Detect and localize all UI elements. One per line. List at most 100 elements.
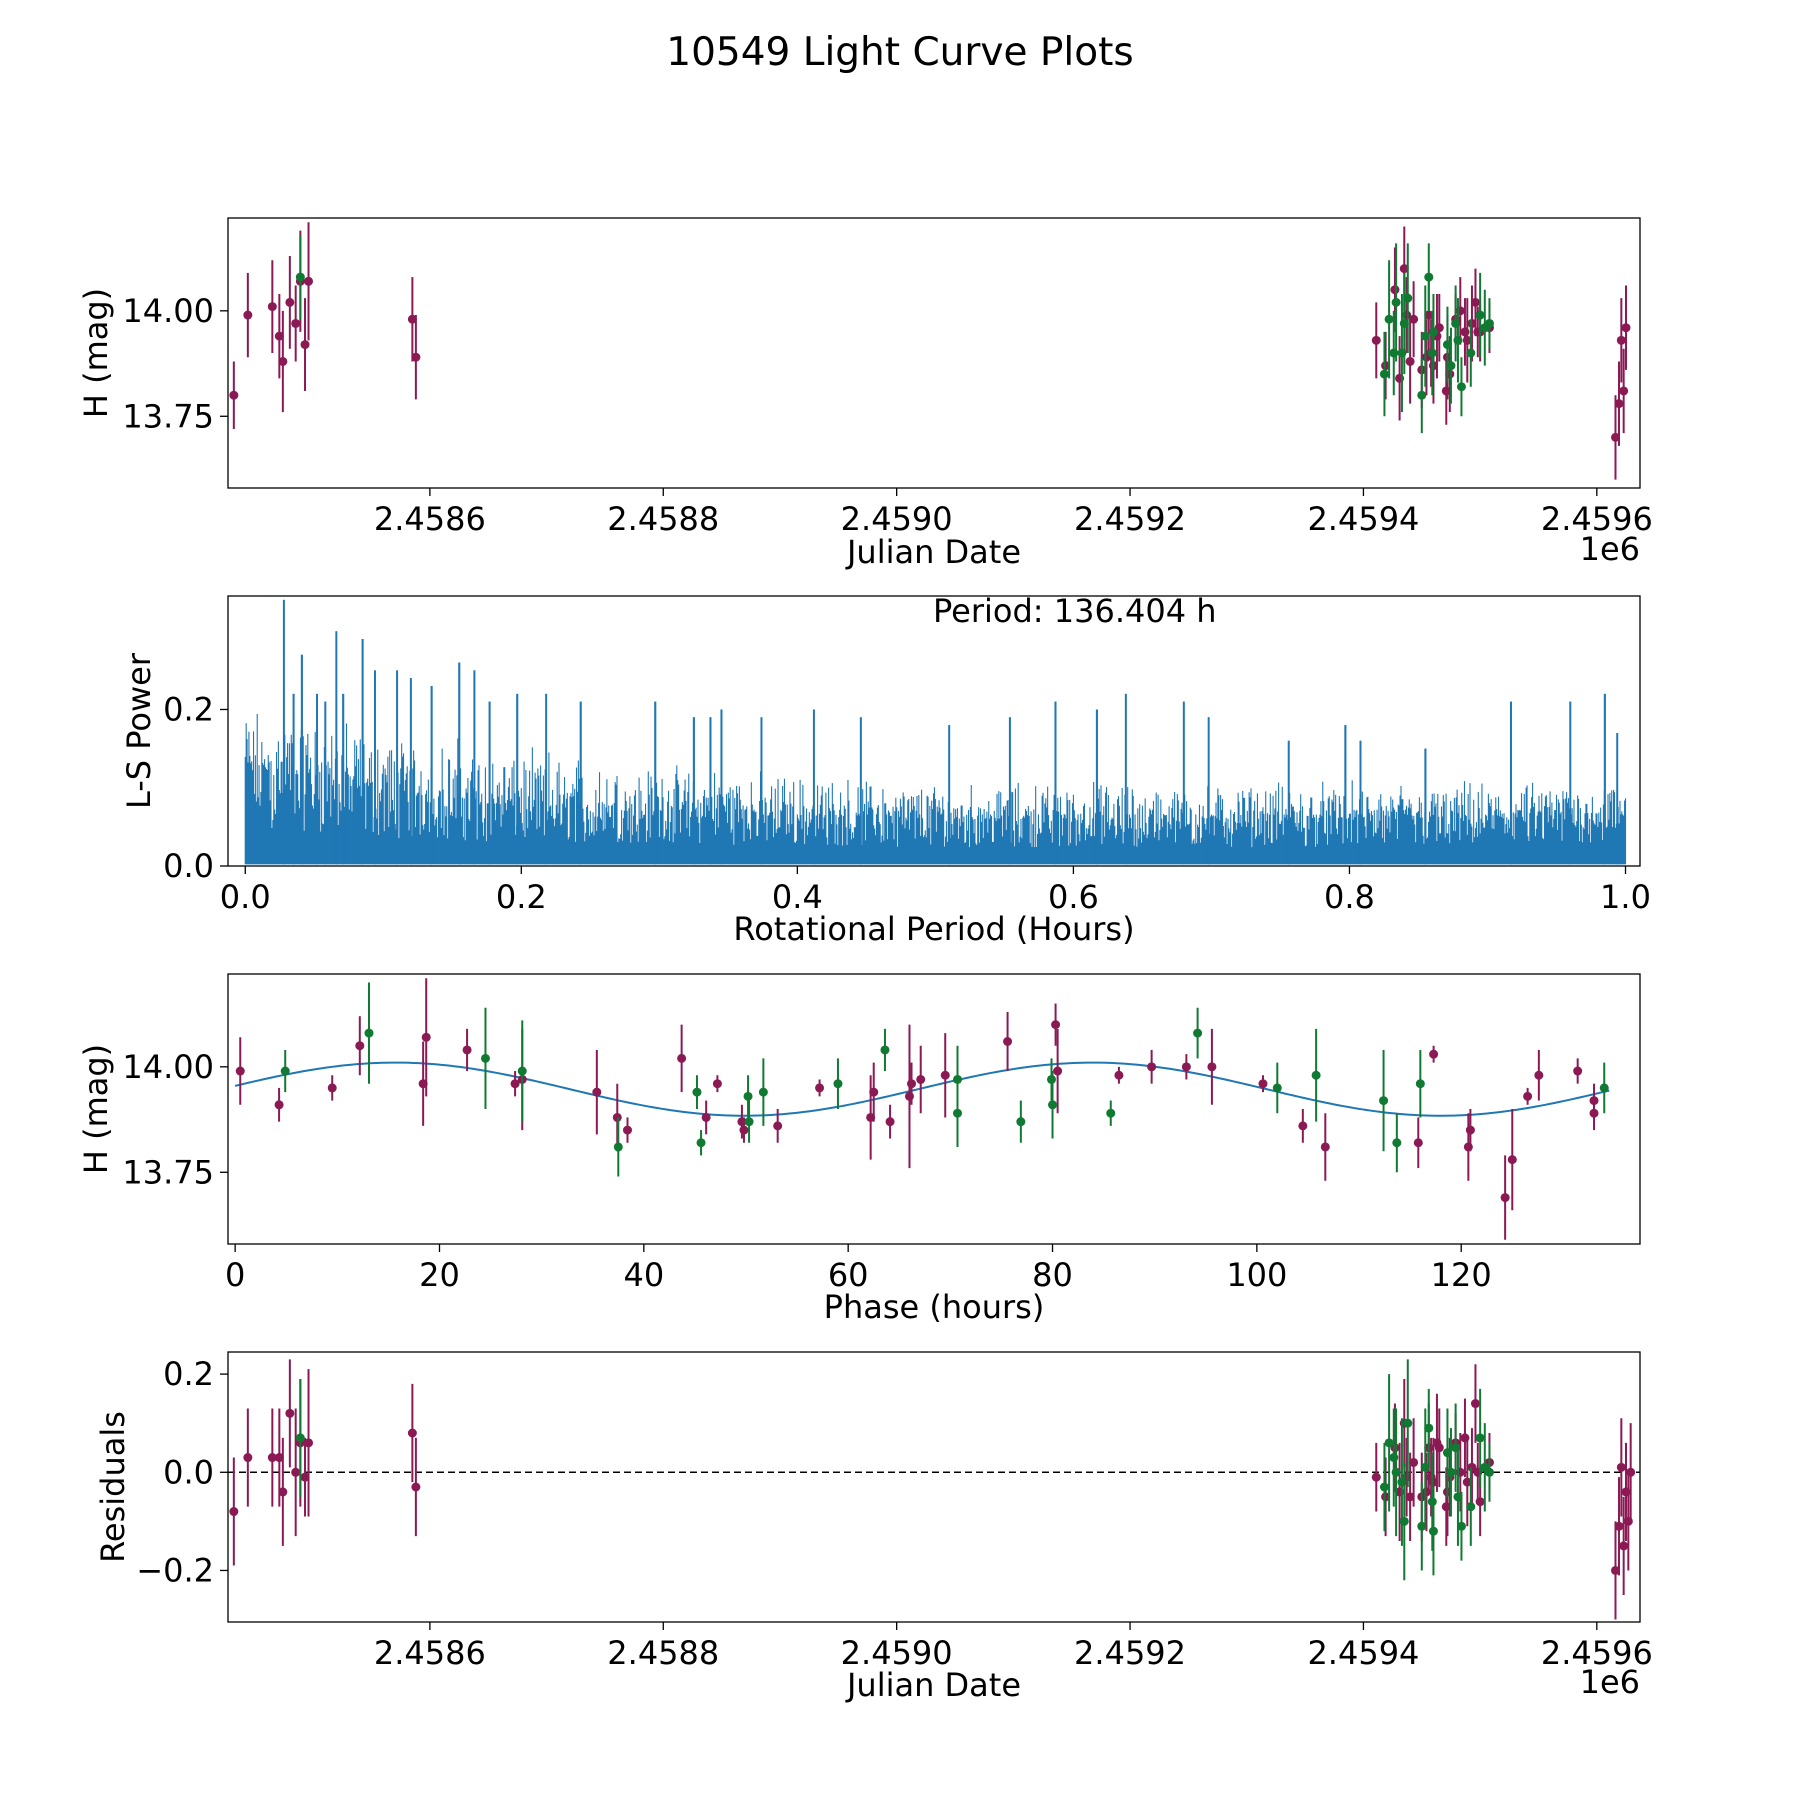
data-point [364, 1028, 374, 1038]
data-point [1320, 1142, 1330, 1152]
data-point [758, 1087, 768, 1097]
data-point [1405, 356, 1415, 366]
x-tick-label: 0.8 [1324, 878, 1375, 916]
data-point [1048, 1100, 1058, 1110]
data-point [291, 318, 301, 328]
x-tick-label: 80 [1032, 1256, 1073, 1294]
data-point [1453, 335, 1463, 345]
data-point [1467, 318, 1477, 328]
data-point [291, 1467, 301, 1477]
data-point [1619, 1541, 1629, 1551]
data-point [1371, 335, 1381, 345]
data-point [952, 1108, 962, 1118]
data-point [692, 1087, 702, 1097]
data-point [355, 1041, 365, 1051]
data-point [1456, 1521, 1466, 1531]
data-point [510, 1079, 520, 1089]
panel-residuals: 2.4586 2.4588 2.4590 2.4592 2.4594 2.4596 −0.2… [94, 1351, 1653, 1704]
data-point [1114, 1070, 1124, 1080]
data-point [1484, 1467, 1494, 1477]
fit-curve [234, 1061, 1610, 1117]
x-tick-label: 2.4590 [841, 1634, 953, 1672]
data-point [1311, 1070, 1321, 1080]
data-point [1616, 335, 1626, 345]
x-tick-label: 100 [1226, 1256, 1287, 1294]
data-point [1207, 1062, 1217, 1072]
data-point [1413, 1138, 1423, 1148]
data-point [304, 276, 314, 286]
data-point [1409, 1457, 1419, 1467]
x-tick-label: 2.4586 [374, 1634, 486, 1672]
data-point [1610, 432, 1620, 442]
x-tick-label: 2.4594 [1307, 1634, 1419, 1672]
data-point [327, 1083, 337, 1093]
data-point [1466, 348, 1476, 358]
data-point [1441, 386, 1451, 396]
data-point [1193, 1028, 1203, 1038]
data-point [1424, 272, 1434, 282]
axes-frame-lightcurve [227, 217, 1641, 489]
data-point [1442, 340, 1452, 350]
x-tick-label: 2.4592 [1074, 1634, 1186, 1672]
data-point [940, 1070, 950, 1080]
data-point [1053, 1066, 1063, 1076]
y-axis-label-residuals: Residuals [94, 1411, 132, 1563]
data-point [916, 1074, 926, 1084]
data-point [280, 1066, 290, 1076]
y-axis-label-phased: H (mag) [77, 1044, 115, 1174]
data-point [1465, 1125, 1475, 1135]
data-point [1424, 310, 1434, 320]
x-tick-label: 60 [828, 1256, 869, 1294]
data-point [1428, 1477, 1438, 1487]
data-point [1428, 1526, 1438, 1536]
plot-area-residuals [228, 1359, 1640, 1620]
data-point [421, 1032, 431, 1042]
data-point [300, 1472, 310, 1482]
data-point [1391, 1467, 1401, 1477]
data-point [1616, 1462, 1626, 1472]
x-tick-label: 2.4596 [1541, 500, 1653, 538]
data-point [1379, 369, 1389, 379]
data-point [1392, 1138, 1402, 1148]
data-point [1534, 1070, 1544, 1080]
data-point [613, 1142, 623, 1152]
data-point [304, 1438, 314, 1448]
data-point [869, 1087, 879, 1097]
data-point [1470, 1399, 1480, 1409]
data-point [743, 1091, 753, 1101]
axes-frame-residuals [227, 1351, 1641, 1623]
data-point [1434, 1443, 1444, 1453]
data-point [1442, 1448, 1452, 1458]
x-tick-label: 0 [225, 1256, 245, 1294]
data-point [1466, 1502, 1476, 1512]
data-point [267, 302, 277, 312]
data-point [274, 1100, 284, 1110]
data-point [1409, 314, 1419, 324]
data-point [1456, 382, 1466, 392]
data-point [1399, 1516, 1409, 1526]
data-point [1298, 1121, 1308, 1131]
x-tick-label: 2.4588 [607, 500, 719, 538]
panel-periodogram: 0.0 0.2 0.4 0.6 0.8 1.0 0.0 0.2 Period: 136.404… [120, 592, 1651, 948]
data-point [1428, 327, 1438, 337]
data-point [1619, 386, 1629, 396]
data-point [1046, 1074, 1056, 1084]
data-point [1051, 1020, 1061, 1030]
data-point [407, 314, 417, 324]
periodogram-line [244, 599, 1627, 865]
data-point [229, 390, 239, 400]
x-axis-label-phased: Phase (hours) [824, 1288, 1045, 1326]
data-point [1462, 1477, 1472, 1487]
x-tick-label: 0.2 [496, 878, 547, 916]
data-point [1626, 1467, 1636, 1477]
data-point [1500, 1193, 1510, 1203]
data-point [1420, 331, 1430, 341]
x-offset-label-lightcurve: 1e6 [1580, 530, 1640, 568]
data-point [295, 272, 305, 282]
data-point [411, 1482, 421, 1492]
data-point [773, 1121, 783, 1131]
data-point [1446, 361, 1456, 371]
data-point [462, 1045, 472, 1055]
data-point [696, 1138, 706, 1148]
